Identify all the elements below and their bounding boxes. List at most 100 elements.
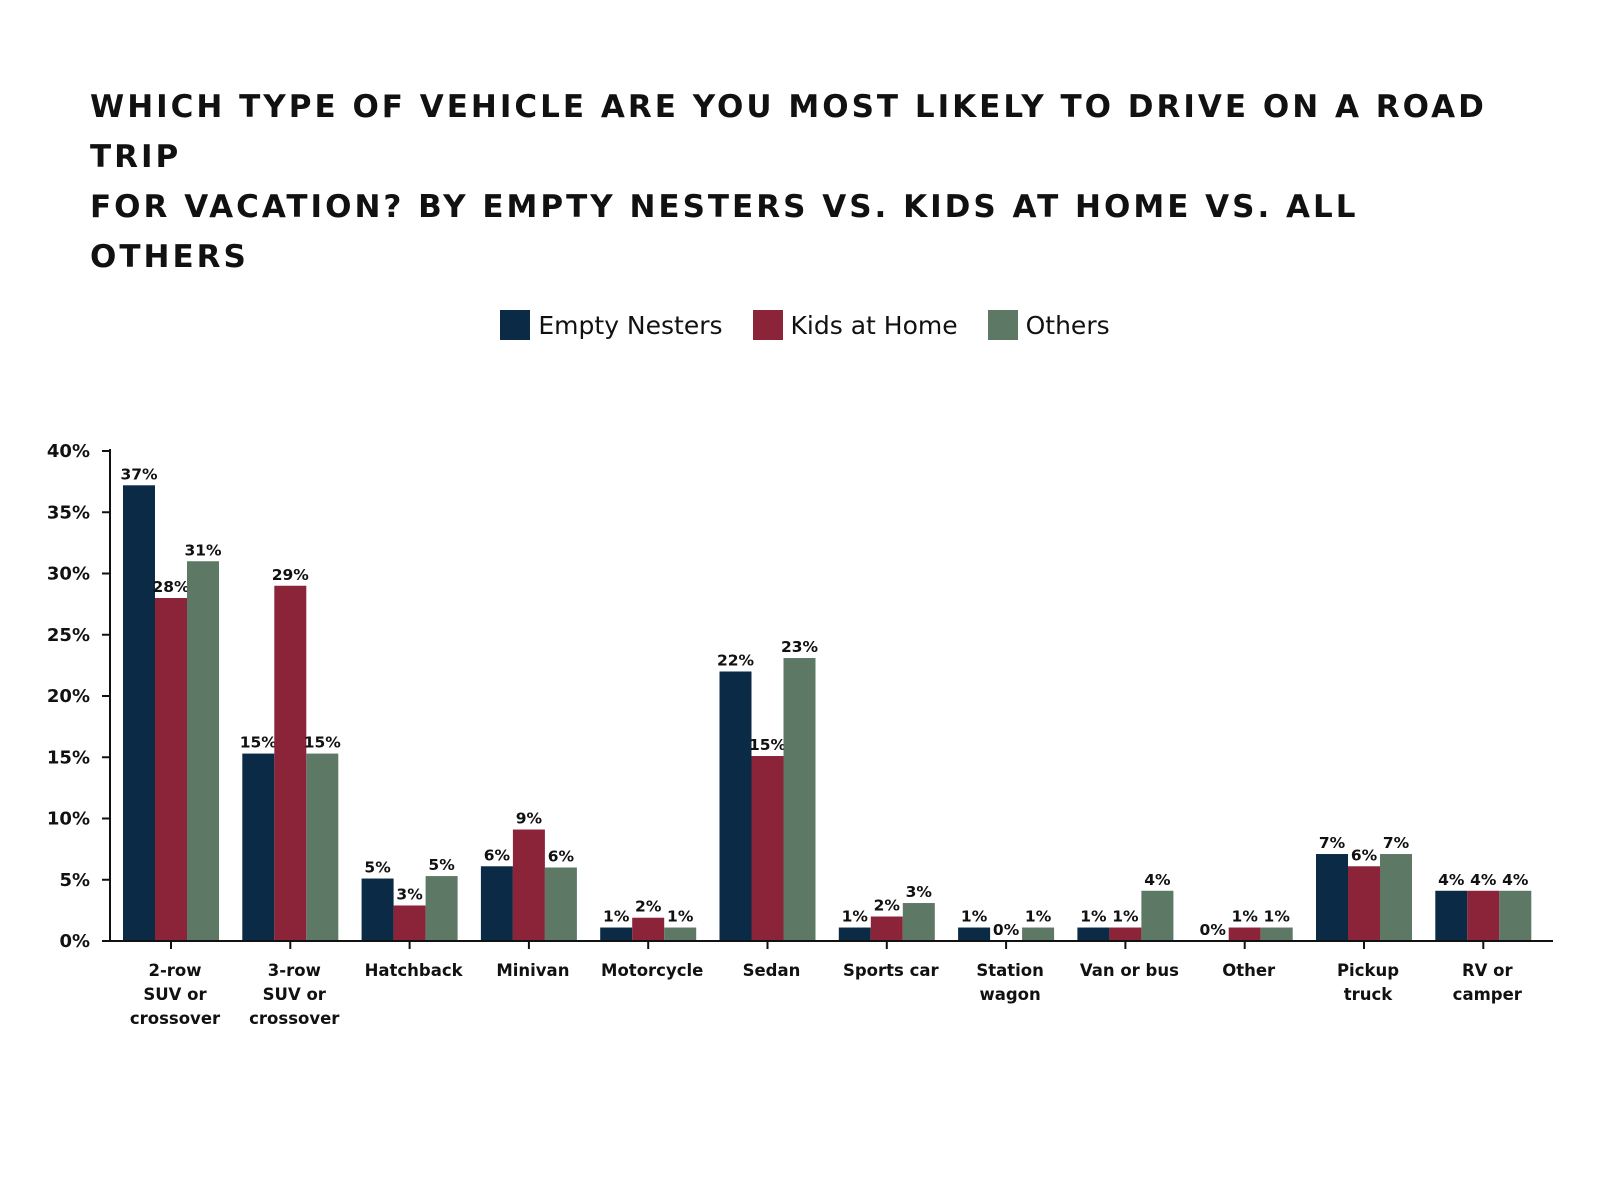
x-tick-label: Other bbox=[1222, 961, 1276, 980]
x-tick-label-line: Sports car bbox=[843, 961, 940, 980]
y-tick-label: 10% bbox=[47, 809, 90, 830]
bar bbox=[425, 876, 458, 941]
x-tick-label-line: RV or bbox=[1462, 961, 1514, 980]
bar bbox=[958, 927, 991, 941]
x-tick-label-line: Station bbox=[976, 961, 1044, 980]
data-label: 1% bbox=[667, 908, 694, 926]
data-label: 6% bbox=[548, 848, 575, 866]
data-label: 4% bbox=[1470, 871, 1497, 889]
bar bbox=[600, 927, 633, 941]
legend-swatch-kids-at-home bbox=[752, 310, 783, 340]
x-tick-label-line: crossover bbox=[130, 1009, 221, 1028]
data-label: 23% bbox=[781, 638, 819, 656]
data-label: 22% bbox=[717, 652, 755, 670]
legend-item-kids-at-home: Kids at Home bbox=[752, 310, 958, 340]
x-tick-label-line: Motorcycle bbox=[601, 961, 703, 980]
bar bbox=[902, 903, 935, 941]
x-tick-label-line: Sedan bbox=[743, 961, 801, 980]
bar bbox=[719, 671, 752, 941]
bar bbox=[480, 866, 513, 941]
bar bbox=[393, 905, 426, 941]
y-tick-label: 25% bbox=[47, 625, 90, 646]
chart-title: WHICH TYPE OF VEHICLE ARE YOU MOST LIKEL… bbox=[90, 82, 1530, 282]
bar bbox=[544, 867, 577, 941]
bar bbox=[1109, 927, 1142, 941]
x-tick-label: Minivan bbox=[496, 961, 569, 980]
data-label: 1% bbox=[603, 908, 630, 926]
data-label: 29% bbox=[272, 566, 310, 584]
y-tick-label: 30% bbox=[47, 564, 90, 585]
x-tick-label: Sedan bbox=[743, 961, 801, 980]
x-tick-label-line: Other bbox=[1222, 961, 1276, 980]
bar bbox=[274, 585, 307, 941]
bar bbox=[751, 756, 784, 941]
data-label: 37% bbox=[120, 465, 158, 483]
x-tick-label: Motorcycle bbox=[601, 961, 703, 980]
x-tick-label-line: Minivan bbox=[496, 961, 569, 980]
x-tick-label: Station wagon bbox=[976, 961, 1044, 1004]
bar bbox=[1260, 927, 1293, 941]
legend-swatch-empty-nesters bbox=[500, 310, 531, 340]
data-label: 15% bbox=[240, 734, 278, 752]
bar bbox=[1316, 854, 1348, 941]
x-tick-label-line: wagon bbox=[979, 985, 1040, 1004]
bar bbox=[664, 927, 697, 941]
data-label: 4% bbox=[1144, 871, 1171, 889]
data-label: 31% bbox=[184, 541, 222, 559]
bar bbox=[870, 916, 903, 941]
data-label: 28% bbox=[152, 578, 190, 596]
bar bbox=[1380, 854, 1412, 941]
x-tick-label-line: truck bbox=[1344, 985, 1394, 1004]
data-label: 6% bbox=[1351, 846, 1378, 864]
data-label: 1% bbox=[1025, 908, 1052, 926]
y-tick-label: 15% bbox=[47, 747, 90, 768]
data-label: 1% bbox=[1264, 908, 1291, 926]
legend-swatch-others bbox=[987, 310, 1018, 340]
x-tick-label: Pickup truck bbox=[1337, 961, 1399, 1004]
bar bbox=[123, 485, 155, 941]
x-tick-label: Hatchback bbox=[365, 961, 464, 980]
data-label: 0% bbox=[993, 921, 1020, 939]
y-tick-label: 40% bbox=[47, 441, 90, 462]
x-tick-label: 3-row SUV or crossover bbox=[249, 961, 340, 1028]
x-tick-label-line: SUV or bbox=[263, 985, 327, 1004]
chart-title-line-2: FOR VACATION? BY EMPTY NESTERS VS. KIDS … bbox=[90, 189, 1359, 275]
bar bbox=[783, 658, 816, 941]
y-tick-label: 20% bbox=[47, 686, 90, 707]
data-label: 2% bbox=[874, 897, 901, 915]
data-label: 7% bbox=[1319, 834, 1346, 852]
x-tick-label-line: SUV or bbox=[143, 985, 207, 1004]
bar bbox=[187, 561, 219, 941]
bar bbox=[838, 927, 871, 941]
y-tick-label: 0% bbox=[59, 931, 90, 952]
bar bbox=[1435, 890, 1468, 941]
bar bbox=[1499, 890, 1532, 941]
bar bbox=[1077, 927, 1110, 941]
x-tick-label-line: crossover bbox=[249, 1009, 340, 1028]
data-label: 4% bbox=[1438, 871, 1465, 889]
bar bbox=[512, 829, 545, 941]
y-tick-label: 35% bbox=[47, 502, 90, 523]
data-label: 5% bbox=[364, 859, 391, 877]
data-label: 9% bbox=[516, 810, 543, 828]
x-tick-label-line: camper bbox=[1453, 985, 1523, 1004]
bar bbox=[1228, 927, 1261, 941]
x-tick-label-line: 2-row bbox=[148, 961, 201, 980]
bar bbox=[1141, 890, 1174, 941]
x-tick-label: Sports car bbox=[843, 961, 940, 980]
data-label: 1% bbox=[842, 908, 869, 926]
data-label: 1% bbox=[1112, 908, 1139, 926]
data-label: 6% bbox=[484, 846, 511, 864]
x-tick-label: 2-row SUV or crossover bbox=[130, 961, 221, 1028]
legend-label-kids-at-home: Kids at Home bbox=[790, 310, 958, 340]
bar bbox=[1348, 866, 1380, 941]
x-tick-label-line: Van or bus bbox=[1080, 961, 1179, 980]
bar bbox=[361, 878, 394, 941]
bar bbox=[1467, 890, 1500, 941]
bar bbox=[155, 598, 187, 941]
x-tick-label-line: Pickup bbox=[1337, 961, 1399, 980]
bar bbox=[242, 753, 275, 941]
data-label: 15% bbox=[749, 736, 787, 754]
data-label: 0% bbox=[1200, 921, 1227, 939]
